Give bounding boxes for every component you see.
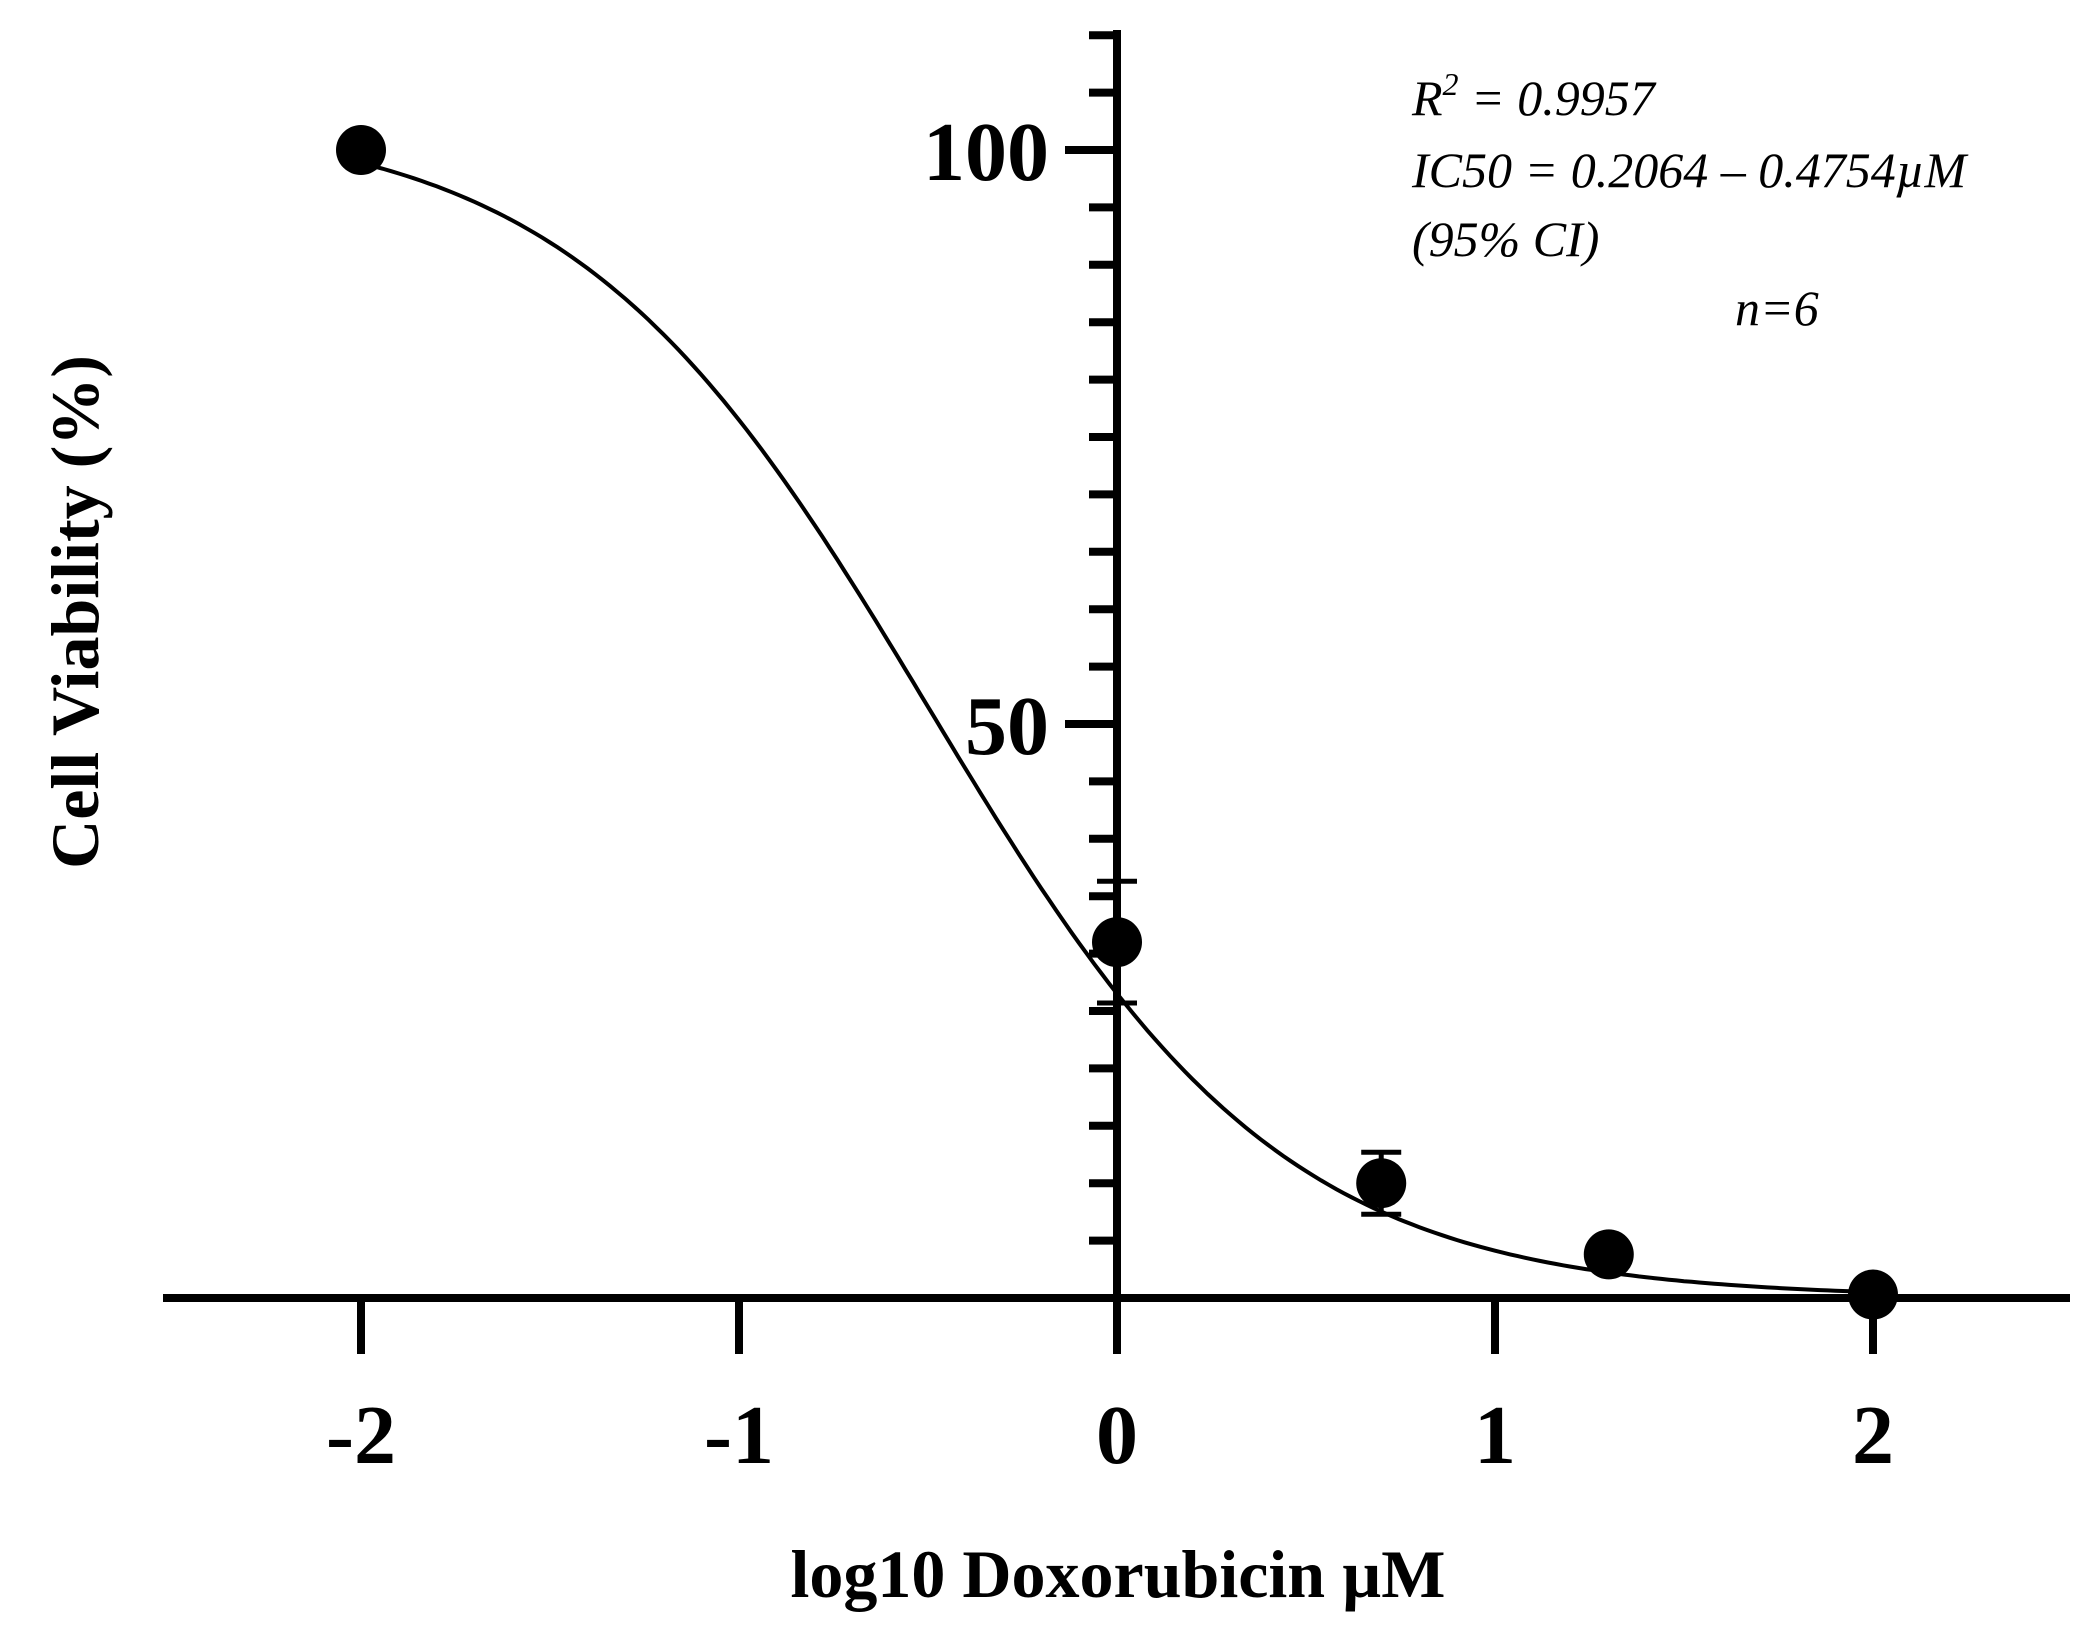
data-point — [1092, 917, 1142, 968]
r-squared-superscript: 2 — [1443, 66, 1459, 102]
x-axis-title: log10 Doxorubicin µM — [791, 1536, 1446, 1612]
data-point — [336, 125, 386, 175]
ic50-annotation: IC50 = 0.2064 – 0.4754µM — [1411, 142, 1969, 198]
n-annotation: n=6 — [1735, 280, 1819, 336]
x-tick-label: -2 — [326, 1389, 396, 1482]
data-points — [336, 125, 1898, 1320]
data-point — [1848, 1269, 1898, 1320]
y-tick-label: 50 — [965, 680, 1049, 773]
y-tick-label: 100 — [923, 106, 1049, 199]
x-tick-label: 1 — [1474, 1389, 1516, 1482]
x-tick-label: 2 — [1852, 1389, 1894, 1482]
r-squared-base: R — [1411, 70, 1443, 126]
x-tick-label: 0 — [1096, 1389, 1138, 1482]
axes: -2 -1 0 1 2 50 100 — [163, 30, 2070, 1482]
x-tick-label: -1 — [704, 1389, 774, 1482]
error-bars — [1097, 878, 1402, 1217]
data-point — [1583, 1229, 1634, 1280]
y-axis-title: Cell Viability (%) — [37, 355, 113, 869]
data-point — [1356, 1158, 1407, 1209]
ci-annotation: (95% CI) — [1412, 211, 1599, 267]
r-squared-annotation: R2 = 0.9957 — [1411, 66, 1657, 126]
r-squared-value: = 0.9957 — [1459, 70, 1657, 126]
annotations: R2 = 0.9957 IC50 = 0.2064 – 0.4754µM (95… — [1411, 66, 1969, 336]
